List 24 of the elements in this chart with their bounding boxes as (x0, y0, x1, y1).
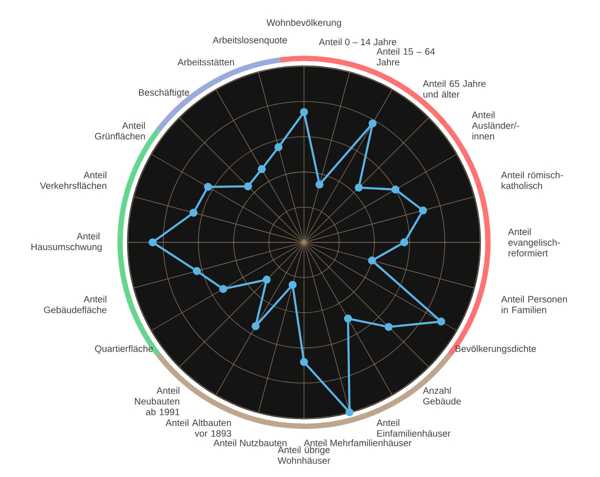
spoke-label: Anteil Neubauten ab 1991 (134, 387, 180, 416)
spoke-label: Anteil Altbauten vor 1893 (166, 419, 232, 437)
spoke-label: Anteil Einfamilienhäuser (376, 419, 451, 437)
spoke-label: Anteil evangelisch-reformiert (508, 228, 560, 256)
spoke-label: Wohnbevölkerung (266, 19, 341, 28)
spoke-label: Anteil Mehrfamilienhäuser (304, 439, 412, 446)
spoke-label: Anteil Personen in Familien (501, 296, 567, 314)
spoke-label: Anzahl Gebäude (422, 387, 461, 405)
spoke-label: Anteil Verkehrsflächen (40, 171, 106, 189)
spoke-label: Beschäftigte (139, 88, 190, 98)
spoke-label: Anteil römisch-katholisch (501, 171, 563, 189)
spoke-label: Arbeitsstätten (178, 58, 234, 66)
spoke-label: Anteil 0 – 14 Jahre (318, 38, 396, 46)
spoke-label: Anteil Nutzbauten (213, 439, 286, 446)
spoke-label: Anteil Gebäudefläche (44, 296, 106, 314)
spoke-label: Anteil übrige Wohnhäuser (278, 446, 330, 464)
spoke-label: Anteil 15 – 64 Jahre (376, 48, 435, 66)
spoke-label: Bevölkerungsdichte (456, 345, 536, 354)
spoke-label: Anteil 65 Jahre und älter (422, 80, 486, 98)
spoke-label: Anteil Ausländer/-innen (472, 111, 520, 140)
spoke-label: Quartierfläche (95, 345, 153, 354)
spoke-label: Anteil Hausumschwung (31, 232, 102, 252)
spoke-label: Arbeitslosenquote (212, 36, 287, 46)
spoke-label: Anteil Grünflächen (95, 122, 145, 140)
